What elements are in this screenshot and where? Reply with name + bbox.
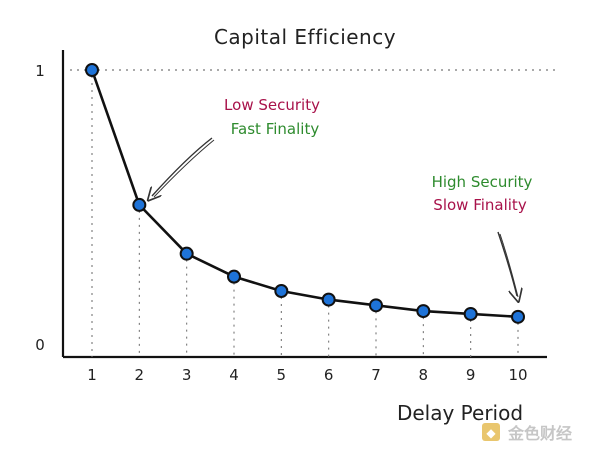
x-tick-label-4: 4	[229, 366, 239, 384]
data-points	[85, 63, 525, 324]
watermark: ◆ 金色财经	[482, 423, 572, 443]
annotation-low-security-line2: Fast Finality	[231, 120, 320, 138]
arrow-sketch-stroke-2	[499, 233, 519, 298]
x-tick-label-10: 10	[508, 366, 527, 384]
x-tick-label-1: 1	[87, 366, 97, 384]
x-tick-label-6: 6	[324, 366, 334, 384]
x-tick-label-7: 7	[371, 366, 381, 384]
chart-title: Capital Efficiency	[214, 25, 396, 49]
axes	[61, 50, 547, 359]
data-point-3	[179, 246, 194, 261]
svg-text:◆: ◆	[486, 426, 496, 440]
x-tick-label-8: 8	[419, 366, 429, 384]
data-point-1	[85, 63, 99, 77]
data-point-4	[227, 269, 241, 284]
watermark-text: 金色财经	[507, 424, 572, 443]
arrow-to-point-10	[497, 231, 517, 296]
y-tick-label-1: 1	[35, 62, 45, 80]
series-line	[90, 69, 519, 319]
x-tick-labels: 1 2 3 4 5 6 7 8 9 10	[87, 366, 527, 384]
data-point-10	[511, 309, 525, 324]
drop-lines	[91, 76, 519, 357]
x-axis-label: Delay Period	[397, 401, 523, 425]
annotation-high-security: High Security Slow Finality	[432, 173, 533, 297]
data-point-2	[132, 197, 147, 212]
annotation-low-security-line1: Low Security	[224, 96, 320, 114]
annotation-low-security: Low Security Fast Finality	[152, 96, 320, 197]
arrow-sketch-stroke	[153, 139, 215, 198]
x-tick-label-9: 9	[466, 366, 476, 384]
data-point-6	[321, 292, 336, 307]
x-tick-label-3: 3	[182, 366, 192, 384]
annotation-high-security-line1: High Security	[432, 173, 533, 191]
x-tick-label-2: 2	[135, 366, 145, 384]
data-point-7	[369, 298, 383, 313]
annotation-high-security-line2: Slow Finality	[433, 196, 527, 214]
arrow-to-point-2	[152, 137, 213, 196]
x-tick-label-5: 5	[277, 366, 287, 384]
gold-coin-logo-icon: ◆	[482, 423, 500, 441]
data-point-9	[463, 306, 478, 321]
y-tick-label-0: 0	[35, 336, 45, 354]
data-point-8	[416, 304, 431, 319]
data-point-5	[274, 283, 289, 298]
